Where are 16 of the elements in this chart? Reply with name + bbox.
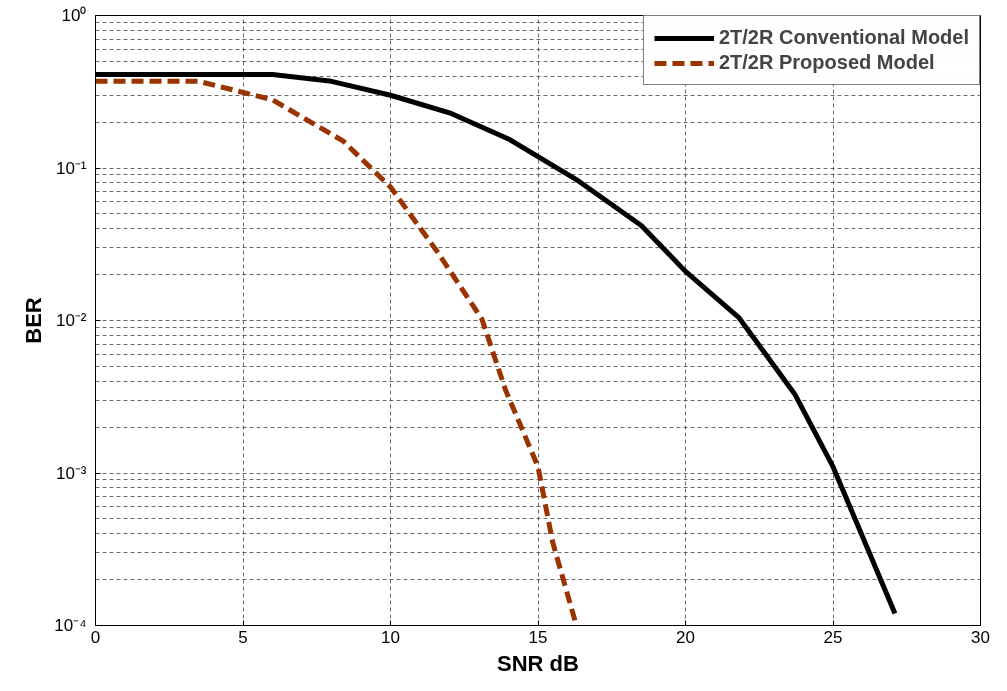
x-tick-label: 25	[823, 627, 843, 647]
y-tick-label: 10⁻³	[55, 463, 87, 483]
y-tick-label: 10⁻¹	[55, 158, 87, 178]
x-tick-label: 5	[238, 627, 248, 647]
x-tick-label: 20	[676, 627, 695, 647]
x-axis-title: SNR dB	[497, 650, 579, 676]
y-tick-label: 10⁰	[61, 6, 87, 25]
x-tick-label: 10	[381, 627, 400, 647]
y-tick-label: 10⁻²	[55, 311, 87, 330]
x-tick-label: 30	[971, 627, 990, 647]
x-tick-label: 0	[90, 627, 101, 647]
x-tick-label: 15	[528, 627, 548, 647]
y-axis-title: BER	[21, 297, 47, 344]
legend-label: 2T/2R Conventional Model	[718, 26, 969, 49]
y-tick-label: 10⁻⁴	[54, 616, 87, 635]
legend-label: 2T/2R Proposed Model	[718, 51, 935, 74]
